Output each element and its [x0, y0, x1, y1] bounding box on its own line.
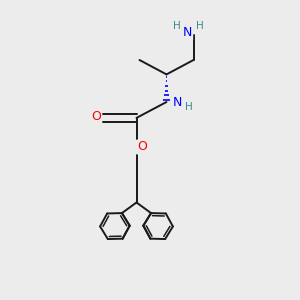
Text: H: H — [196, 21, 204, 31]
Text: H: H — [173, 21, 181, 31]
Text: N: N — [183, 26, 192, 40]
Text: O: O — [137, 140, 147, 154]
Text: N: N — [173, 95, 183, 109]
Text: H: H — [185, 102, 193, 112]
Text: O: O — [91, 110, 101, 123]
